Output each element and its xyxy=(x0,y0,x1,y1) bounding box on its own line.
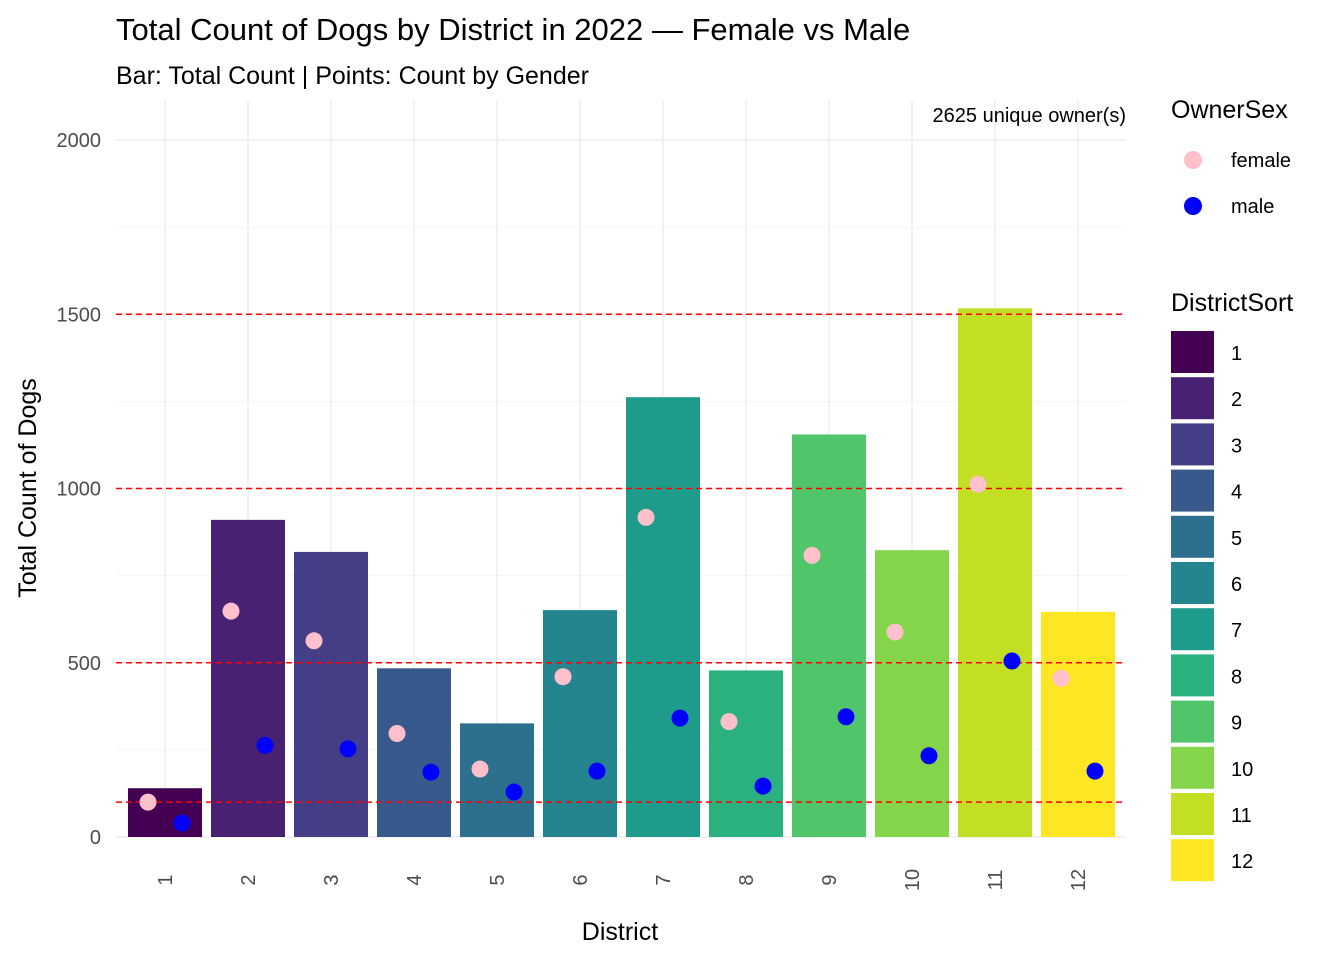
legend-key-district-3 xyxy=(1171,423,1214,466)
legend-label: 2 xyxy=(1231,389,1242,411)
point-female-district-8 xyxy=(720,713,738,731)
x-axis-title: District xyxy=(582,918,658,946)
point-male-district-6 xyxy=(588,762,606,780)
chart-title: Total Count of Dogs by District in 2022 … xyxy=(116,12,910,47)
legend-label: 3 xyxy=(1231,435,1242,457)
legend-key-female xyxy=(1184,151,1202,169)
x-tick-label: 1 xyxy=(155,874,177,885)
bar-district-1 xyxy=(128,788,202,837)
legend-label: 10 xyxy=(1231,759,1253,781)
legend-ownersex: OwnerSex female male xyxy=(1171,96,1291,218)
point-female-district-2 xyxy=(222,602,240,620)
bar-district-8 xyxy=(709,670,783,837)
y-tick-label: 500 xyxy=(68,653,101,675)
legend-label: male xyxy=(1231,196,1274,218)
point-male-district-9 xyxy=(837,708,855,726)
chart-subtitle: Bar: Total Count | Points: Count by Gend… xyxy=(116,62,589,90)
y-axis-title: Total Count of Dogs xyxy=(14,378,42,598)
point-female-district-9 xyxy=(803,546,821,564)
gender-points xyxy=(139,475,1104,832)
legend-label: female xyxy=(1231,150,1291,172)
legend-key-district-5 xyxy=(1171,515,1214,558)
x-tick-label: 8 xyxy=(736,874,758,885)
legend-key-district-1 xyxy=(1171,331,1214,373)
legend-key-district-12 xyxy=(1171,839,1214,882)
legend-label: 1 xyxy=(1231,343,1242,365)
legend-label: 12 xyxy=(1231,851,1253,873)
y-tick-label: 0 xyxy=(90,827,101,849)
legend-label: 8 xyxy=(1231,666,1242,688)
legend-label: 7 xyxy=(1231,620,1242,642)
bar-district-3 xyxy=(294,551,368,837)
legend-label: 6 xyxy=(1231,574,1242,596)
x-tick-label: 4 xyxy=(404,874,426,885)
bar-district-10 xyxy=(875,550,949,837)
reference-lines xyxy=(116,313,1126,803)
bar-district-5 xyxy=(460,723,534,837)
bar-district-11 xyxy=(958,308,1032,837)
point-male-district-4 xyxy=(422,763,440,781)
point-male-district-12 xyxy=(1086,762,1104,780)
point-female-district-1 xyxy=(139,793,157,811)
point-female-district-11 xyxy=(969,475,987,493)
x-tick-label: 9 xyxy=(819,874,841,885)
y-tick-labels: 0 500 1000 1500 2000 xyxy=(57,130,102,849)
point-male-district-1 xyxy=(173,814,191,832)
point-male-district-2 xyxy=(256,736,274,754)
x-tick-label: 12 xyxy=(1068,869,1090,891)
legend-key-district-8 xyxy=(1171,654,1214,697)
point-male-district-5 xyxy=(505,783,523,801)
x-tick-labels: 1 2 3 4 5 6 7 8 9 10 11 12 xyxy=(155,869,1090,891)
point-female-district-10 xyxy=(886,623,904,641)
x-tick-label: 2 xyxy=(238,874,260,885)
point-male-district-8 xyxy=(754,777,772,795)
point-male-district-10 xyxy=(920,747,938,765)
bars xyxy=(128,308,1115,837)
bar-district-7 xyxy=(626,397,700,837)
legend-key-district-10 xyxy=(1171,746,1214,789)
bar-district-6 xyxy=(543,610,617,837)
legend-key-district-11 xyxy=(1171,793,1214,835)
x-tick-label: 6 xyxy=(570,874,592,885)
point-male-district-3 xyxy=(339,740,357,758)
point-male-district-7 xyxy=(671,709,689,727)
bar-district-9 xyxy=(792,434,866,837)
point-female-district-7 xyxy=(637,508,655,526)
x-tick-label: 10 xyxy=(902,869,924,891)
y-tick-label: 2000 xyxy=(57,130,102,152)
legend-key-male xyxy=(1184,197,1202,215)
legend-title: OwnerSex xyxy=(1171,96,1288,124)
legend-title: DistrictSort xyxy=(1171,289,1293,317)
legend-key-district-7 xyxy=(1171,608,1214,651)
point-female-district-6 xyxy=(554,668,572,686)
legend-key-district-9 xyxy=(1171,700,1214,743)
legend-label: 5 xyxy=(1231,528,1242,550)
bar-district-2 xyxy=(211,519,285,837)
bar-district-4 xyxy=(377,668,451,837)
legend-key-district-6 xyxy=(1171,562,1214,604)
bar-district-12 xyxy=(1041,611,1115,837)
legend-label: 9 xyxy=(1231,713,1242,735)
legend-key-district-4 xyxy=(1171,469,1214,512)
x-tick-label: 3 xyxy=(321,874,343,885)
x-tick-label: 11 xyxy=(985,870,1007,891)
point-female-district-3 xyxy=(305,632,323,650)
point-female-district-4 xyxy=(388,724,406,742)
point-female-district-5 xyxy=(471,760,489,778)
legend-key-district-2 xyxy=(1171,377,1214,420)
point-female-district-12 xyxy=(1052,669,1070,687)
point-male-district-11 xyxy=(1003,652,1021,670)
legend-label: 11 xyxy=(1231,805,1252,827)
owner-annotation: 2625 unique owner(s) xyxy=(933,105,1126,127)
legend-label: 4 xyxy=(1231,482,1242,504)
x-tick-label: 5 xyxy=(487,874,509,885)
x-tick-label: 7 xyxy=(653,874,675,885)
y-tick-label: 1500 xyxy=(57,304,102,326)
y-tick-label: 1000 xyxy=(57,479,102,501)
